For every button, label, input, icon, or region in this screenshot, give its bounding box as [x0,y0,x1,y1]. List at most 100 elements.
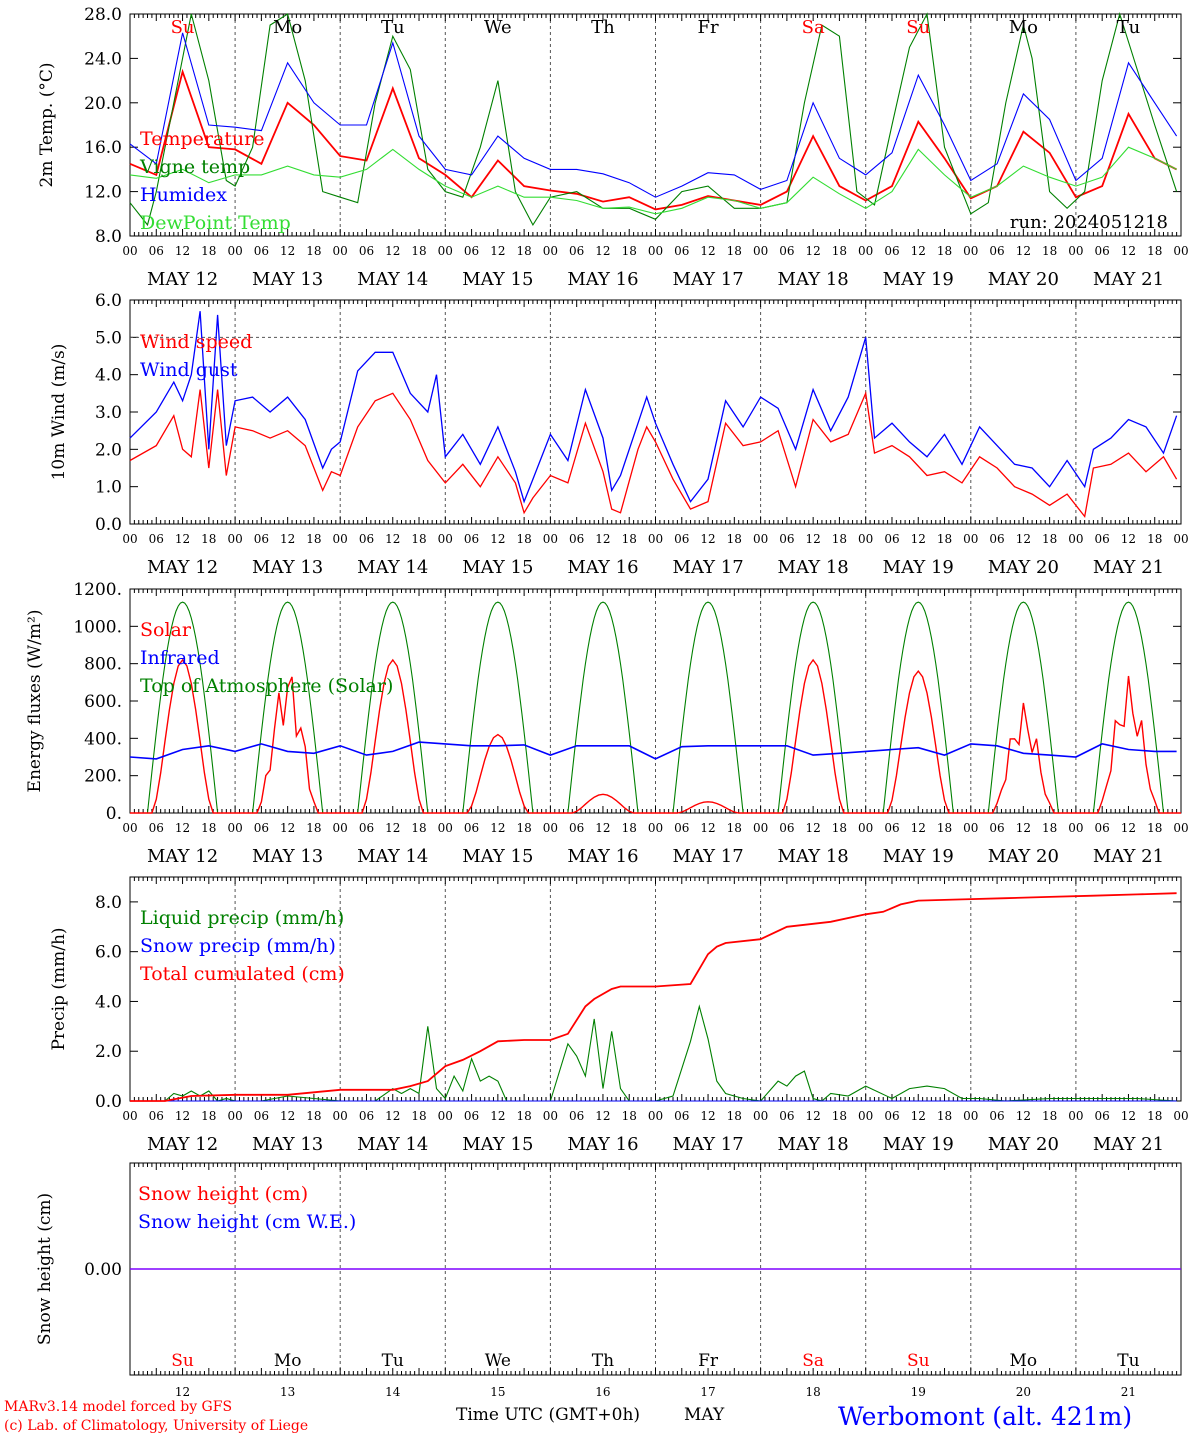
hour-tick-label: 12 [1121,1109,1136,1123]
day-number-label: 21 [1121,1385,1136,1399]
date-label: MAY 21 [1093,1134,1164,1155]
hour-tick-label: 18 [622,1109,637,1123]
hour-tick-label: 12 [1121,532,1136,546]
hour-tick-label: 18 [516,821,531,835]
hour-tick-label: 18 [201,244,216,258]
hour-tick-label: 06 [989,1109,1004,1123]
date-label: MAY 17 [672,1134,743,1155]
date-label: MAY 17 [672,846,743,867]
y-axis-label: 2m Temp. (°C) [37,62,57,187]
series-humidex [129,32,1178,198]
hour-tick-label: 00 [963,1109,978,1123]
weekday-label: Su [907,1351,930,1371]
date-label: MAY 12 [147,269,218,290]
hour-tick-label: 00 [438,821,453,835]
hour-tick-label: 18 [306,244,321,258]
hour-tick-label: 00 [438,244,453,258]
hour-tick-label: 18 [1042,821,1057,835]
hour-tick-label: 12 [1016,532,1031,546]
date-label: MAY 15 [462,557,533,578]
series-dewpoint-temp [129,146,1177,215]
series-wind-gust [129,311,1178,504]
hour-tick-label: 00 [543,244,558,258]
date-label: MAY 16 [567,269,638,290]
date-label: MAY 21 [1093,846,1164,867]
hour-tick-label: 12 [175,244,190,258]
y-axis-label: Precip (mm/h) [49,927,69,1050]
legend-entry: Infrared [140,647,220,669]
date-label: MAY 18 [778,269,849,290]
hour-tick-label: 06 [779,532,794,546]
hour-tick-label: 18 [1042,532,1057,546]
hour-tick-label: 12 [700,532,715,546]
y-tick-label: 400. [84,729,122,749]
hour-tick-label: 12 [806,821,821,835]
weekday-label: Tu [382,1351,404,1371]
date-label: MAY 20 [988,269,1059,290]
hour-tick-label: 00 [858,1109,873,1123]
legend-entry: Snow precip (mm/h) [140,935,336,957]
y-tick-label: 3.0 [95,403,122,423]
hour-tick-label: 18 [727,821,742,835]
hour-tick-label: 00 [543,821,558,835]
series-total-cumulated-cm- [130,892,1177,1102]
date-label: MAY 16 [567,1134,638,1155]
series-solar [130,658,1181,814]
panel-5 [129,1162,1182,1376]
hour-tick-label: 18 [727,244,742,258]
hour-tick-label: 06 [989,532,1004,546]
date-label: MAY 17 [672,269,743,290]
date-label: MAY 14 [357,1134,428,1155]
y-tick-label: 24.0 [84,49,122,69]
hour-tick-label: 06 [569,1109,584,1123]
hour-tick-label: 12 [595,244,610,258]
y-tick-label: 2.0 [95,440,122,460]
hour-tick-label: 00 [1068,1109,1083,1123]
hour-tick-label: 12 [806,532,821,546]
hour-tick-label: 00 [1068,244,1083,258]
hour-tick-label: 06 [1095,821,1110,835]
hour-tick-label: 00 [227,821,242,835]
hour-tick-label: 18 [201,821,216,835]
hour-tick-label: 00 [227,1109,242,1123]
weekday-label: Th [592,1351,614,1371]
y-tick-label: 200. [84,767,122,787]
hour-tick-label: 06 [779,244,794,258]
hour-tick-label: 00 [438,1109,453,1123]
hour-tick-label: 12 [1016,821,1031,835]
weekday-label: Fr [698,17,719,38]
hour-tick-label: 06 [254,532,269,546]
hour-tick-label: 06 [569,244,584,258]
hour-tick-label: 12 [700,821,715,835]
panel-frame [129,588,1182,814]
hour-tick-label: 12 [700,244,715,258]
date-label: MAY 19 [883,269,954,290]
weekday-label: Th [591,17,615,38]
hour-tick-label: 06 [359,532,374,546]
hour-tick-label: 06 [464,821,479,835]
hour-tick-label: 12 [175,1109,190,1123]
hour-tick-label: 00 [333,1109,348,1123]
hour-tick-label: 18 [832,532,847,546]
date-label: MAY 21 [1093,557,1164,578]
hour-tick-label: 06 [569,532,584,546]
hour-tick-label: 00 [1068,532,1083,546]
hour-tick-label: 00 [753,244,768,258]
legend-entry: Temperature [140,128,264,150]
y-tick-label: 12.0 [84,183,122,203]
date-label: MAY 12 [147,846,218,867]
legend-entry: DewPoint Temp [140,212,291,234]
y-tick-label: 2.0 [95,1042,122,1062]
hour-tick-label: 12 [490,821,505,835]
hour-tick-label: 12 [911,244,926,258]
hour-tick-label: 18 [937,1109,952,1123]
hour-tick-label: 00 [753,1109,768,1123]
date-label: MAY 14 [357,269,428,290]
hour-tick-label: 18 [1147,244,1162,258]
hour-tick-label: 12 [595,821,610,835]
hour-tick-label: 18 [832,244,847,258]
hour-tick-label: 00 [858,532,873,546]
weekday-label: We [485,1351,511,1371]
date-label: MAY 15 [462,1134,533,1155]
hour-tick-label: 06 [989,244,1004,258]
